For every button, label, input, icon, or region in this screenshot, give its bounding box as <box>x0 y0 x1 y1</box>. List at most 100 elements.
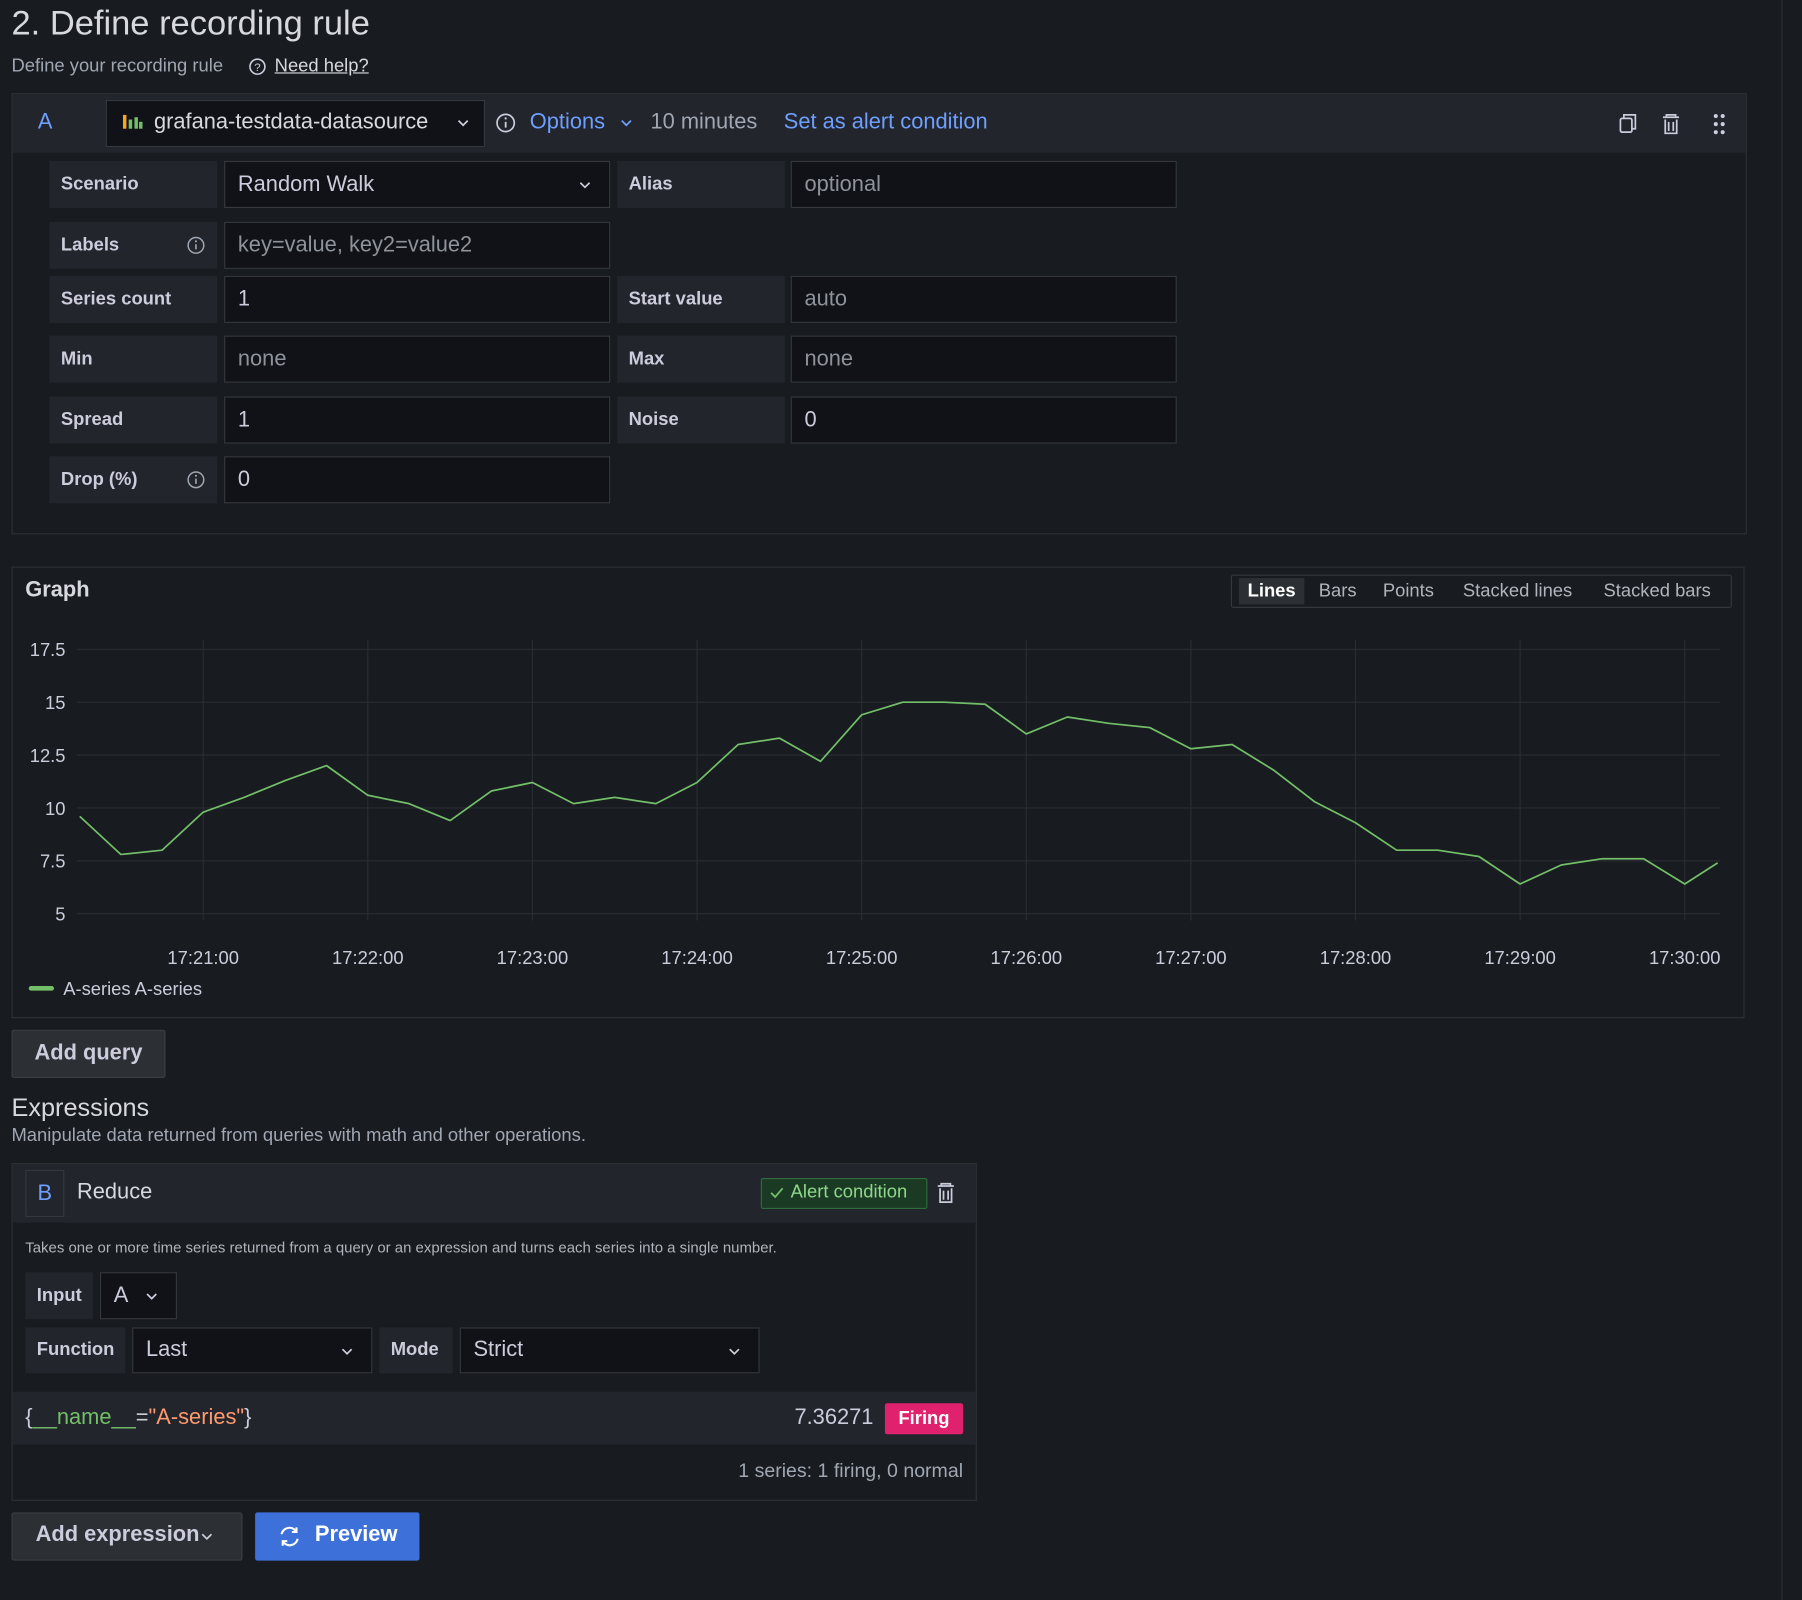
expression-ref: B <box>25 1169 65 1218</box>
field-input[interactable]: none <box>790 335 1177 383</box>
x-tick-label: 17:27:00 <box>1155 947 1227 968</box>
expression-help: Takes one or more time series returned f… <box>25 1238 777 1257</box>
y-tick-label: 7.5 <box>40 851 66 872</box>
chevron <box>579 182 591 189</box>
x-tick-label: 17:22:00 <box>332 947 404 968</box>
field-input[interactable]: auto <box>790 275 1177 323</box>
query-actions[interactable] <box>1616 111 1731 136</box>
options-toggle[interactable]: Options <box>529 110 606 135</box>
y-tick-label: 5 <box>55 904 65 925</box>
y-tick-label: 17.5 <box>30 639 66 660</box>
y-tick-label: 15 <box>45 692 65 713</box>
expression-type: Reduce <box>76 1180 153 1205</box>
x-tick-label: 17:24:00 <box>661 947 733 968</box>
section-title: 2. Define recording rule <box>11 4 370 43</box>
field-label: Scenario <box>49 160 218 209</box>
x-tick-label: 17:21:00 <box>167 947 239 968</box>
field-label: Start value <box>617 275 785 323</box>
mode-select[interactable]: Strict <box>459 1327 760 1374</box>
field-input[interactable]: none <box>224 335 611 383</box>
y-tick-label: 10 <box>45 798 65 819</box>
chevron <box>341 1348 353 1356</box>
expressions-description: Manipulate data returned from queries wi… <box>11 1126 586 1146</box>
info-icon <box>496 113 516 133</box>
add-expression-label: Add expression <box>35 1522 200 1547</box>
field-label: Noise <box>617 396 785 444</box>
result-value: 7.36271 <box>794 1405 874 1430</box>
add-query-button[interactable]: Add query <box>11 1029 166 1078</box>
field-input[interactable]: 1 <box>224 275 611 323</box>
query-interval: 10 minutes <box>650 110 758 135</box>
delete-icon[interactable] <box>935 1181 956 1204</box>
chevron <box>729 1348 740 1356</box>
result-brace: } <box>244 1405 252 1430</box>
field-input[interactable]: key=value, key2=value2 <box>224 221 611 269</box>
chevron <box>621 120 632 127</box>
result-summary: 1 series: 1 firing, 0 normal <box>738 1459 964 1482</box>
field-label: Alias <box>617 160 785 209</box>
chevron <box>457 120 469 127</box>
function-select[interactable]: Last <box>132 1327 373 1374</box>
input-select[interactable]: A <box>99 1272 177 1320</box>
graph-panel <box>11 566 1745 1019</box>
view-mode-button[interactable]: Lines <box>1238 578 1305 605</box>
alert-condition-badge <box>760 1177 928 1209</box>
preview-label: Preview <box>314 1522 398 1547</box>
function-label: Function <box>25 1327 126 1374</box>
field-label: Labels <box>49 221 218 269</box>
mode-label: Mode <box>379 1327 453 1374</box>
result-label-name: __name__ <box>32 1405 136 1430</box>
field-label: Series count <box>49 275 218 323</box>
section-subtitle: Define your recording rule <box>11 56 224 76</box>
field-label: Spread <box>49 396 218 444</box>
x-tick-label: 17:26:00 <box>991 947 1063 968</box>
view-mode-button[interactable]: Points <box>1382 580 1434 601</box>
set-alert-link[interactable]: Set as alert condition <box>783 110 988 135</box>
query-ref: A <box>37 110 53 135</box>
chevron <box>201 1533 213 1541</box>
help-link[interactable]: Need help? <box>274 56 369 76</box>
view-mode-button[interactable]: Bars <box>1318 580 1357 601</box>
query-panel <box>11 93 1747 535</box>
field-input[interactable]: Random Walk <box>224 160 611 209</box>
view-mode-button[interactable]: Stacked bars <box>1603 580 1711 601</box>
check-icon <box>770 1187 784 1199</box>
result-row <box>12 1391 976 1445</box>
legend-label[interactable]: A-series A-series <box>63 978 202 999</box>
graph: 17.5 15 12.5 10 7.5 5 17:21:00 17:22:00 17:23:00… <box>28 639 1720 999</box>
alert-condition-label: Alert condition <box>790 1182 908 1203</box>
state-badge: Firing <box>884 1403 964 1435</box>
preview-button[interactable] <box>255 1512 420 1561</box>
x-tick-label: 17:29:00 <box>1484 947 1556 968</box>
refresh-icon <box>280 1526 299 1547</box>
field-label: Max <box>617 335 785 383</box>
svg-text:?: ? <box>254 62 260 74</box>
x-tick-label: 17:23:00 <box>497 947 569 968</box>
field-label: Drop (%) <box>49 456 218 504</box>
expressions-title: Expressions <box>11 1092 150 1122</box>
info-icon <box>187 236 205 254</box>
field-input[interactable]: 1 <box>224 396 611 444</box>
result-series: {__name__="A-series"} <box>25 1406 251 1431</box>
input-label: Input <box>25 1272 94 1320</box>
result-label-value: "A-series" <box>148 1405 245 1430</box>
datasource-icon <box>122 114 143 129</box>
scroll-divider <box>1781 0 1783 1600</box>
field-input[interactable]: 0 <box>224 456 611 504</box>
expression-panel <box>11 1163 977 1501</box>
series-line <box>79 701 1719 885</box>
datasource-picker[interactable] <box>105 99 485 148</box>
x-tick-label: 17:28:00 <box>1320 947 1392 968</box>
view-mode-switch <box>1230 574 1732 608</box>
graph-title: Graph <box>25 578 90 603</box>
datasource-name: grafana-testdata-datasource <box>153 110 429 135</box>
y-tick-label: 12.5 <box>30 745 66 766</box>
help-icon: ? <box>249 58 266 75</box>
result-brace: { <box>25 1405 33 1430</box>
field-input[interactable]: optional <box>790 160 1177 209</box>
field-input[interactable]: 0 <box>790 396 1177 444</box>
info-icon <box>187 471 205 489</box>
view-mode-button[interactable]: Stacked lines <box>1462 580 1573 601</box>
